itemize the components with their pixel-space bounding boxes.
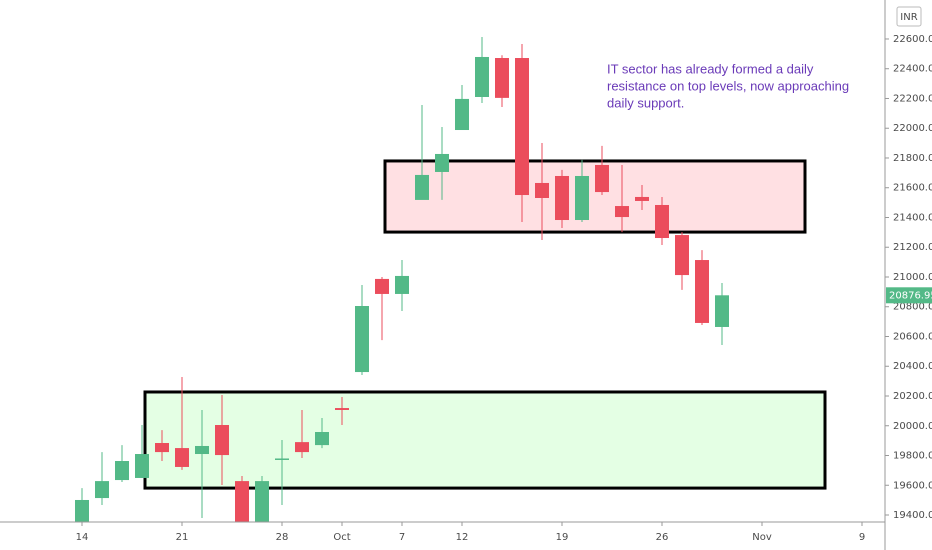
x-tick-label: 26 [656, 532, 669, 543]
y-tick-label: 19600.00 [893, 480, 932, 491]
candle-body [555, 175, 569, 221]
candle-body [435, 153, 449, 172]
y-tick-label: 21000.00 [893, 272, 932, 283]
candle-body [675, 235, 689, 276]
candle-body [615, 206, 629, 218]
candle-body [335, 408, 349, 410]
y-tick-label: 19800.00 [893, 451, 932, 462]
y-tick-label: 20200.00 [893, 391, 932, 402]
candle-body [415, 174, 429, 200]
candle-body [295, 442, 309, 453]
x-tick-label: 7 [399, 532, 405, 543]
y-tick-label: 20600.00 [893, 331, 932, 342]
y-tick-label: 19400.00 [893, 510, 932, 521]
candle-body [575, 175, 589, 221]
last-price-box [886, 287, 932, 304]
candle-body [155, 443, 169, 453]
candle-body [95, 481, 109, 499]
y-tick-label: 22400.00 [893, 64, 932, 75]
candle-body [175, 448, 189, 467]
x-tick-label: 19 [556, 532, 569, 543]
candle-body [715, 295, 729, 327]
candle-body [455, 98, 469, 131]
currency-badge[interactable] [896, 6, 922, 27]
y-tick-label: 20800.00 [893, 302, 932, 313]
candle-body [135, 454, 149, 478]
y-tick-label: 21800.00 [893, 153, 932, 164]
annotation: IT sector has already formed a daily resi… [607, 61, 849, 110]
candle-body [475, 56, 489, 97]
annotation-line: IT sector has already formed a daily [607, 61, 814, 76]
candle-body [395, 275, 409, 294]
annotation-line: daily support. [607, 95, 684, 110]
candle-body [375, 278, 389, 294]
candle-body [635, 196, 649, 201]
annotation-line: resistance on top levels, now approachin… [607, 78, 849, 93]
candle-body [355, 306, 369, 373]
x-tick-label: 21 [176, 532, 189, 543]
y-tick-label: 20000.00 [893, 421, 932, 432]
candle-body [535, 182, 549, 198]
candle-body [235, 481, 249, 522]
y-tick-label: 22200.00 [893, 93, 932, 104]
x-tick-label: Nov [752, 532, 772, 543]
x-tick-label: 9 [859, 532, 865, 543]
x-tick-label: 28 [276, 532, 289, 543]
candle-body [695, 260, 709, 323]
candle-body [515, 58, 529, 196]
candle-body [195, 445, 209, 455]
y-tick-label: 20400.00 [893, 361, 932, 372]
candle-body [315, 432, 329, 446]
y-tick-label: 21200.00 [893, 242, 932, 253]
x-tick-label: 14 [76, 532, 89, 543]
y-tick-label: 22600.00 [893, 34, 932, 45]
candle-body [595, 164, 609, 193]
zones [143, 159, 827, 490]
x-tick-label: 12 [456, 532, 469, 543]
candle-body [115, 461, 129, 481]
candle-body [275, 458, 289, 460]
y-tick-label: 21600.00 [893, 183, 932, 194]
candle-body [495, 58, 509, 98]
candle-body [255, 481, 269, 522]
last-price-label: 20876.95 [889, 290, 932, 301]
candle-body [215, 425, 229, 456]
candle-body [655, 204, 669, 239]
y-tick-label: 21400.00 [893, 212, 932, 223]
x-tick-label: Oct [333, 532, 350, 543]
axes: 19400.00 19600.00 19800.00 20000.00 20200.00… [76, 34, 932, 543]
currency-label: INR [900, 12, 917, 23]
y-tick-label: 22000.00 [893, 123, 932, 134]
candle-body [75, 499, 89, 522]
zone [143, 390, 827, 490]
candles [75, 37, 729, 522]
